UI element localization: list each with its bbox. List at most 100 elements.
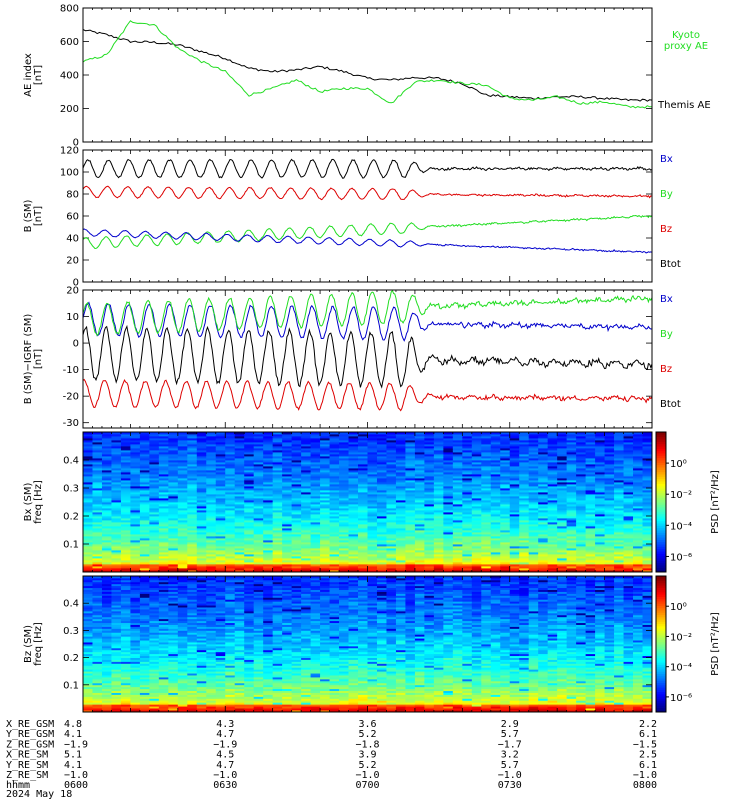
spectrogram-cell [101,494,112,497]
spectrogram-cell [367,542,378,545]
spectrogram-cell [519,466,530,469]
spectrogram-cell [358,510,368,513]
legend-by: By [660,329,673,340]
spectrogram-cell [158,486,169,489]
spectrogram-cell [225,462,236,465]
spectrogram-cell [272,472,283,475]
spectrogram-cell [329,510,340,513]
spectrogram-cell [339,450,349,453]
spectrogram-cell [320,480,330,483]
spectrogram-cell [139,510,150,513]
spectrogram-cell [557,546,568,549]
spectrogram-cell [310,440,321,443]
spectrogram-cell [500,560,511,563]
spectrogram-cell [509,456,520,459]
spectrogram-cell [149,570,160,573]
spectrogram-cell [92,442,103,445]
spectrogram-cell [424,532,435,535]
spectrogram-cell [547,504,558,507]
spectrogram-cell [120,460,131,463]
spectrogram-cell [111,440,122,443]
spectrogram-cell [547,514,558,517]
spectrogram-cell [376,526,387,529]
spectrogram-cell [433,494,444,497]
spectrogram-cell [538,446,549,449]
spectrogram-cell [566,562,577,565]
spectrogram-cell [244,446,255,449]
spectrogram-cell [320,472,330,475]
spectrogram-cell [291,558,302,561]
spectrogram-cell [196,496,207,499]
spectrogram-cell [386,454,397,457]
spectrogram-cell [310,452,321,455]
spectrogram-cell [301,524,311,527]
spectrogram-cell [215,556,226,559]
spectrogram-cell [187,432,198,435]
spectrogram-cell [234,544,245,547]
spectrogram-cell [462,570,473,573]
spectrogram-cell [481,456,492,459]
spectrogram-cell [158,558,169,561]
spectrogram-cell [538,516,549,519]
spectrogram-cell [452,514,463,517]
spectrogram-cell [358,548,368,551]
spectrogram-cell [339,434,349,437]
spectrogram-cell [452,540,463,543]
spectrogram-cell [348,444,359,447]
spectrogram-cell [358,448,368,451]
spectrogram-cell [206,450,217,453]
spectrogram-cell [244,488,255,491]
spectrogram-cell [177,456,188,459]
spectrogram-cell [120,526,131,529]
spectrogram-cell [528,544,539,547]
spectrogram-cell [263,528,274,531]
spectrogram-cell [471,544,482,547]
spectrogram-cell [376,498,387,501]
spectrogram-cell [376,506,387,509]
spectrogram-cell [149,454,160,457]
spectrogram-cell [481,558,492,561]
spectrogram-cell [490,498,501,501]
spectrogram-cell [348,524,359,527]
spectrogram-cell [282,564,293,567]
spectrogram-cell [339,568,349,571]
spectrogram-cell [244,450,255,453]
spectrogram-cell [187,440,198,443]
spectrogram-cell [92,438,103,441]
spectrogram-cell [329,448,340,451]
spectrogram-cell [301,442,311,445]
ae-series-themis [83,28,652,102]
spectrogram-cell [168,564,179,567]
spectrogram-cell [139,562,150,565]
y-tick-label: 0.2 [63,512,79,523]
spectrogram-cell [215,496,226,499]
spectrogram-cell [538,522,549,525]
spectrogram-cell [443,522,454,525]
spectrogram-cell [471,508,482,511]
spectrogram-cell [225,434,236,437]
y-tick-label: -10 [63,365,79,376]
spectrogram-cell [358,454,368,457]
spectrogram-cell [244,476,255,479]
spectrogram-cell [557,436,568,439]
spectrogram-cell [244,548,255,551]
spectrogram-cell [395,536,406,539]
spectrogram-cell [509,464,520,467]
spectrogram-cell [538,514,549,517]
spectrogram-cell [149,450,160,453]
spectrogram-cell [433,448,444,451]
spectrogram-cell [386,568,397,571]
spectrogram-cell [481,466,492,469]
spectrogram-cell [538,564,549,567]
spectrogram-cell [253,554,264,557]
spectrogram-cell [481,478,492,481]
spectrogram-cell [139,520,150,523]
spectrogram-cell [367,440,378,443]
spectrogram-cell [452,554,463,557]
spectrogram-cell [509,546,520,549]
spectrogram-cell [386,450,397,453]
spectrogram-cell [490,550,501,553]
spectrogram-cell [547,446,558,449]
spectrogram-cell [291,538,302,541]
spectrogram-cell [253,558,264,561]
